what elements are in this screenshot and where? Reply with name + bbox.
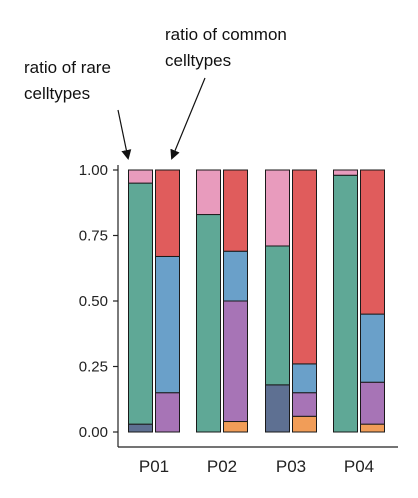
annotation-rare-line-1: ratio of rare	[24, 58, 111, 77]
bar-P04-rare	[333, 169, 358, 433]
x-category-label-P03: P03	[276, 457, 306, 476]
bar-segment-P01-rare-2	[128, 169, 153, 184]
annotation-common-line-1: ratio of common	[165, 25, 287, 44]
bar-segment-P04-common-0	[360, 423, 385, 433]
bar-segment-P03-common-1	[292, 392, 317, 417]
y-tick-label-1: 0.25	[79, 359, 108, 376]
bar-segment-P02-common-3	[223, 169, 248, 252]
bar-segment-P02-common-2	[223, 250, 248, 302]
bar-segment-P01-rare-1	[128, 182, 153, 425]
annotation-common-arrow	[170, 77, 206, 160]
bar-segment-P01-common-0	[155, 392, 180, 433]
bar-P01-common	[155, 169, 180, 433]
bar-segment-P04-common-3	[360, 169, 385, 315]
annotation-rare-line-2: celltypes	[24, 84, 90, 103]
bar-segment-P03-common-2	[292, 363, 317, 394]
bar-segment-P01-common-2	[155, 169, 180, 257]
annotation-common: ratio of common celltypes	[165, 25, 287, 160]
bar-segment-P01-common-1	[155, 255, 180, 394]
bar-segment-P03-rare-2	[265, 169, 290, 247]
y-tick-label-2: 0.50	[79, 293, 108, 310]
y-tick-label-0: 0.00	[79, 424, 108, 441]
annotation-rare-arrow	[117, 109, 132, 160]
bar-P03-rare	[265, 169, 290, 433]
bar-segment-P04-common-1	[360, 381, 385, 425]
y-tick-label-3: 0.75	[79, 228, 108, 245]
bar-P04-common	[360, 169, 385, 433]
bar-P01-rare	[128, 169, 153, 433]
bar-segment-P02-common-0	[223, 421, 248, 433]
x-category-label-P01: P01	[139, 457, 169, 476]
x-axis-categories: P01 P02 P03 P04	[139, 457, 374, 476]
annotation-rare: ratio of rare celltypes	[24, 58, 132, 160]
bar-P03-common	[292, 169, 317, 433]
bar-segment-P04-rare-1	[333, 169, 358, 176]
bar-P02-common	[223, 169, 248, 433]
bar-segment-P04-common-2	[360, 313, 385, 383]
y-tick-label-4: 1.00	[79, 162, 108, 179]
bar-P02-rare	[196, 169, 221, 433]
y-axis-ticks: 0.00 0.25 0.50 0.75 1.00	[79, 162, 118, 441]
bar-segment-P03-common-0	[292, 415, 317, 433]
bar-segment-P03-rare-0	[265, 384, 290, 433]
annotation-common-line-2: celltypes	[165, 51, 231, 70]
bar-segment-P04-rare-0	[333, 174, 358, 433]
bar-segment-P01-rare-0	[128, 423, 153, 433]
bar-segment-P03-common-3	[292, 169, 317, 365]
bars-layer	[128, 169, 385, 433]
bar-segment-P02-rare-0	[196, 214, 221, 433]
bar-segment-P02-common-1	[223, 300, 248, 423]
x-category-label-P04: P04	[344, 457, 374, 476]
bar-segment-P02-rare-1	[196, 169, 221, 216]
x-category-label-P02: P02	[207, 457, 237, 476]
bar-segment-P03-rare-1	[265, 245, 290, 386]
